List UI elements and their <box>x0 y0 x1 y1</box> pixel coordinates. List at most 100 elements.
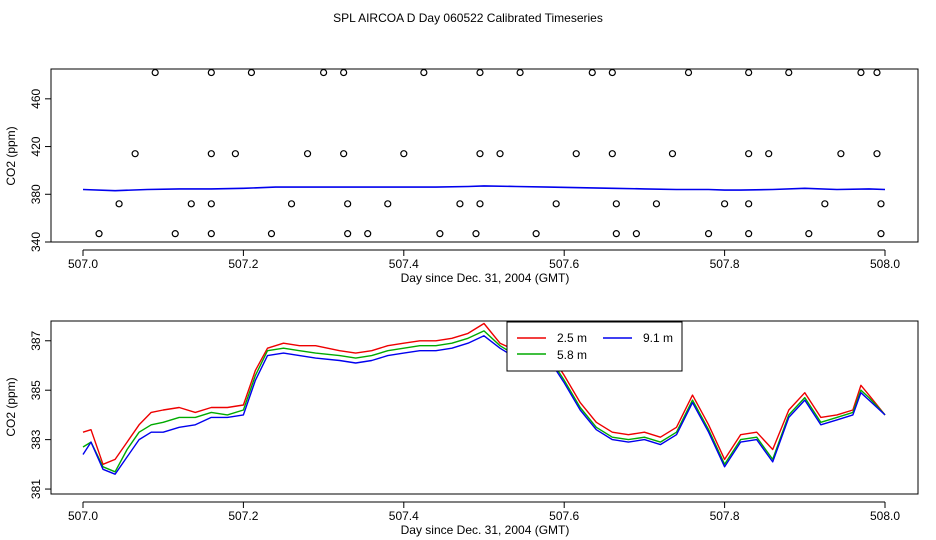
top-co2-line <box>82 185 886 192</box>
top-data-point <box>231 150 239 158</box>
top-data-point <box>476 68 484 77</box>
series-line-2-5-m <box>82 322 886 465</box>
top-data-point <box>632 230 640 238</box>
top-data-point <box>207 230 215 238</box>
top-data-point <box>472 230 480 238</box>
bottom-x-tick-label: 507.2 <box>228 509 258 523</box>
legend-label-2-5m: 2.5 m <box>557 331 587 345</box>
top-data-point <box>821 200 829 208</box>
bottom-lines <box>82 322 886 475</box>
top-data-point <box>115 200 123 208</box>
top-data-point <box>320 68 328 77</box>
top-data-point <box>612 230 620 238</box>
top-data-point <box>267 230 276 238</box>
top-panel: 507.0 507.2 507.4 507.6 507.8 508.0 340 380 420 4… <box>4 68 919 285</box>
top-data-point <box>384 200 392 208</box>
top-data-point <box>873 68 881 77</box>
bottom-x-tick-label: 507.0 <box>68 509 98 523</box>
top-data-point <box>572 150 580 158</box>
top-data-point <box>436 230 444 238</box>
bottom-panel: 507.0 507.2 507.4 507.6 507.8 508.0 381 383 385 3… <box>4 320 919 537</box>
top-data-point <box>131 150 139 158</box>
top-data-point <box>151 68 159 77</box>
top-data-point <box>837 150 845 158</box>
top-points <box>95 68 885 238</box>
top-data-point <box>496 150 504 158</box>
bottom-y-tick-label: 385 <box>29 380 43 400</box>
top-data-point <box>588 68 596 77</box>
top-data-point <box>400 150 408 158</box>
bottom-ylabel: CO2 (ppm) <box>4 377 18 436</box>
top-data-point <box>476 200 484 208</box>
legend-box <box>506 321 683 372</box>
top-y-tick-label: 380 <box>29 184 43 204</box>
top-data-point <box>207 68 215 77</box>
top-x-tick-label: 508.0 <box>870 257 900 271</box>
top-data-point <box>608 68 616 77</box>
top-data-point <box>877 200 885 208</box>
top-data-point <box>720 200 729 208</box>
top-y-tick-label: 460 <box>29 88 43 108</box>
legend: 2.5 m 9.1 m 5.8 m <box>506 321 683 372</box>
top-data-point <box>805 230 813 238</box>
top-x-tick-label: 507.2 <box>228 257 258 271</box>
top-data-point <box>476 150 484 158</box>
top-x-tick-label: 507.8 <box>710 257 740 271</box>
top-data-point <box>344 200 352 208</box>
series-line-5-8-m <box>82 330 886 473</box>
legend-label-5-8m: 5.8 m <box>557 348 587 362</box>
top-data-point <box>684 68 693 77</box>
top-data-point <box>765 150 773 158</box>
top-x-tick-label: 507.6 <box>549 257 579 271</box>
top-data-point <box>364 230 372 238</box>
top-data-point <box>873 150 881 158</box>
top-data-point <box>857 68 865 77</box>
bottom-axes: 507.0 507.2 507.4 507.6 507.8 508.0 381 383 385 3… <box>29 330 900 523</box>
top-data-point <box>745 230 753 238</box>
top-data-point <box>652 200 661 208</box>
top-axes: 507.0 507.2 507.4 507.6 507.8 508.0 340 380 420 4… <box>29 88 900 271</box>
top-data-point <box>420 68 428 77</box>
top-data-point <box>745 200 753 208</box>
bottom-y-tick-label: 383 <box>29 429 43 449</box>
top-data-point <box>95 230 103 238</box>
top-data-point <box>344 230 352 238</box>
top-xlabel: Day since Dec. 31, 2004 (GMT) <box>401 271 570 285</box>
top-data-point <box>171 230 179 238</box>
series-line-9-1-m <box>82 335 886 475</box>
top-y-tick-label: 420 <box>29 136 43 156</box>
bottom-x-tick-label: 507.8 <box>710 509 740 523</box>
top-data-point <box>207 150 215 158</box>
top-data-point <box>552 200 560 208</box>
top-data-point <box>207 200 215 208</box>
figure-title: SPL AIRCOA D Day 060522 Calibrated Times… <box>333 11 603 25</box>
top-data-point <box>340 150 348 158</box>
top-x-tick-label: 507.4 <box>389 257 419 271</box>
top-data-point <box>303 150 312 158</box>
top-data-point <box>456 200 464 208</box>
top-data-point <box>745 150 753 158</box>
top-data-point <box>668 150 677 158</box>
top-data-point <box>532 230 540 238</box>
top-plot-frame <box>50 68 919 243</box>
top-data-point <box>608 150 616 158</box>
top-x-tick-label: 507.0 <box>68 257 98 271</box>
legend-label-9-1m: 9.1 m <box>643 331 673 345</box>
bottom-x-tick-label: 508.0 <box>870 509 900 523</box>
top-data-point <box>877 230 885 238</box>
bottom-y-tick-label: 381 <box>29 479 43 499</box>
top-data-point <box>187 200 195 208</box>
top-ylabel: CO2 (ppm) <box>4 126 18 185</box>
top-data-point <box>287 200 296 208</box>
top-data-point <box>340 68 348 77</box>
bottom-y-tick-label: 387 <box>29 330 43 350</box>
bottom-x-tick-label: 507.4 <box>389 509 419 523</box>
top-data-point <box>612 200 620 208</box>
top-y-tick-label: 340 <box>29 232 43 252</box>
top-data-point <box>704 230 713 238</box>
bottom-x-tick-label: 507.6 <box>549 509 579 523</box>
top-data-point <box>516 68 524 77</box>
bottom-xlabel: Day since Dec. 31, 2004 (GMT) <box>401 523 570 537</box>
top-data-point <box>247 68 256 77</box>
